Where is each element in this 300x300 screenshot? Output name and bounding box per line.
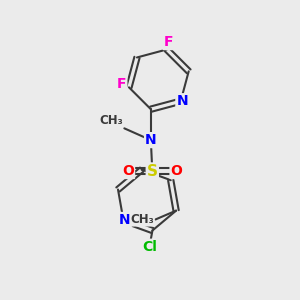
Text: Cl: Cl [142,240,157,254]
Text: S: S [147,164,158,178]
Text: F: F [117,77,126,92]
Text: N: N [145,133,157,147]
Text: N: N [176,94,188,108]
Text: CH₃: CH₃ [99,114,123,127]
Text: O: O [122,164,134,178]
Text: CH₃: CH₃ [130,213,154,226]
Text: O: O [170,164,182,178]
Text: N: N [119,213,131,227]
Text: F: F [164,35,173,49]
